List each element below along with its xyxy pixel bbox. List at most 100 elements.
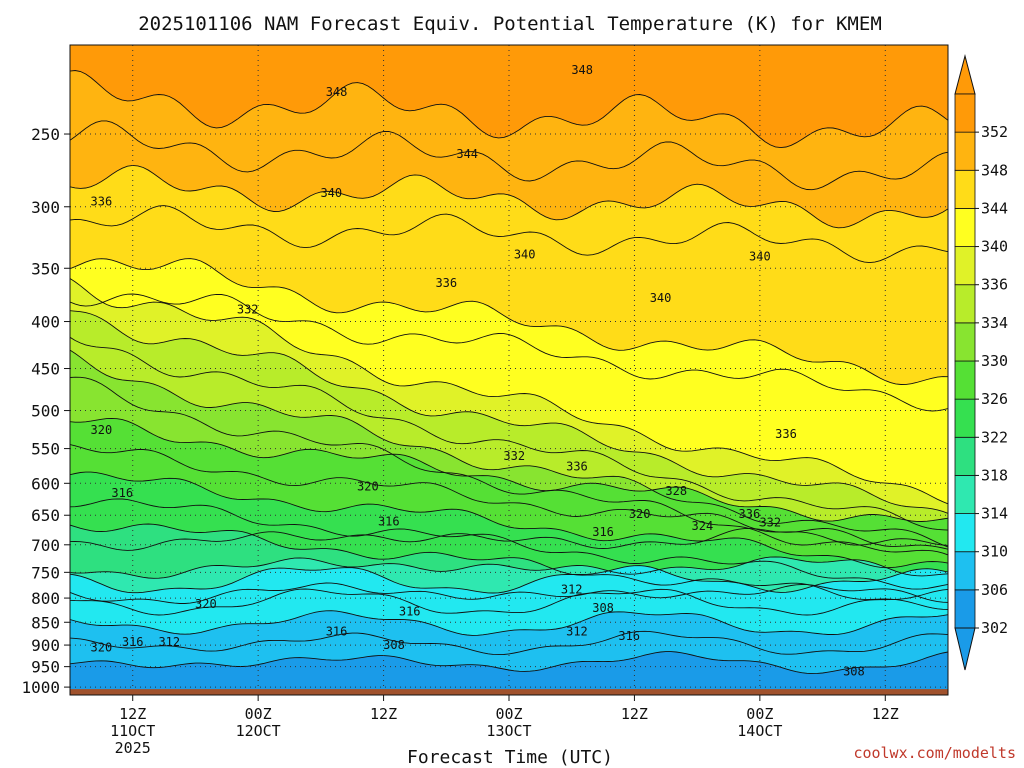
colorbar-swatch	[954, 246, 976, 286]
contour-label: 340	[650, 291, 672, 305]
grid-lines	[70, 45, 948, 695]
contour-line	[70, 258, 948, 385]
y-tick-label: 1000	[21, 678, 60, 697]
contour-line	[70, 556, 948, 579]
contour-label: 316	[592, 525, 614, 539]
contour-label: 340	[749, 250, 771, 264]
y-tick-label: 450	[31, 360, 60, 379]
colorbar-tick-label: 302	[981, 619, 1008, 637]
x-tick-label: 12Z	[119, 705, 146, 723]
colorbar-swatch	[954, 131, 976, 171]
contour-line	[70, 471, 948, 569]
colorbar-tick-label: 330	[981, 352, 1008, 370]
contour-line	[70, 527, 948, 551]
contour-label: 308	[843, 665, 865, 679]
y-tick-label: 250	[31, 125, 60, 144]
colorbar-swatch	[954, 208, 976, 247]
contour-label: 344	[456, 147, 478, 161]
contour-line	[70, 444, 948, 546]
contour-label: 324	[692, 519, 714, 533]
y-tick-label: 400	[31, 313, 60, 332]
colorbar-swatch	[954, 589, 976, 629]
contour-label: 340	[514, 247, 536, 261]
colorbar-swatch	[954, 360, 976, 400]
colorbar-tick-label: 322	[981, 428, 1008, 446]
colorbar-tick-label: 326	[981, 390, 1008, 408]
contour-line	[70, 293, 948, 412]
contour-label: 336	[435, 276, 457, 290]
contour-label: 312	[158, 635, 180, 649]
x-tick-label: 12Z	[621, 705, 648, 723]
contour-label: 332	[503, 449, 525, 463]
colorbar-tick-label: 318	[981, 466, 1008, 484]
x-tick-label: 00Z	[245, 705, 272, 723]
y-tick-label: 300	[31, 198, 60, 217]
x-tick-label: 12Z	[370, 705, 397, 723]
contour-line	[70, 523, 948, 610]
contour-label: 316	[111, 486, 133, 500]
contour-label: 312	[561, 583, 583, 597]
contour-label: 316	[326, 625, 348, 639]
contour-label: 332	[237, 302, 259, 316]
y-tick-label: 550	[31, 440, 60, 459]
colorbar-swatch	[954, 436, 976, 476]
colorbar-tick-label: 310	[981, 543, 1008, 561]
y-tick-label: 600	[31, 474, 60, 493]
contour-lines	[70, 70, 948, 675]
colorbar-tick-label: 334	[981, 314, 1008, 332]
y-tick-label: 950	[31, 658, 60, 677]
colorbar-tick-label: 306	[981, 581, 1008, 599]
x-tick-label: 13OCT	[486, 722, 531, 740]
contour-label: 316	[122, 635, 144, 649]
x-tick-label: 11OCT	[110, 722, 155, 740]
y-tick-label: 750	[31, 563, 60, 582]
colorbar: 302 306 310 314 318 322 326 330 334 336 340 344 348 3…	[954, 54, 1008, 671]
ground-terrain	[70, 689, 948, 695]
colorbar-tick-label: 352	[981, 123, 1008, 141]
fill-band	[70, 651, 948, 695]
contour-label: 320	[91, 423, 113, 437]
contour-line	[70, 164, 948, 229]
contour-label: 336	[91, 194, 113, 208]
x-tick-label: 12OCT	[236, 722, 281, 740]
y-tick-label: 850	[31, 613, 60, 632]
x-tick-label: 00Z	[746, 705, 773, 723]
colorbar-tick-label: 344	[981, 199, 1008, 217]
contour-label: 316	[378, 514, 400, 528]
contour-label: 320	[195, 597, 217, 611]
contour-label: 312	[566, 625, 588, 639]
contour-label: 320	[629, 507, 651, 521]
contour-label: 316	[618, 629, 640, 643]
contour-line	[70, 310, 948, 514]
y-tick-label: 500	[31, 402, 60, 421]
contour-label: 348	[571, 63, 593, 77]
contour-label: 316	[399, 604, 421, 618]
credit-link[interactable]: coolwx.com/modelts	[853, 744, 1016, 762]
y-tick-label: 900	[31, 636, 60, 655]
y-tick-label: 700	[31, 536, 60, 555]
y-tick-label: 650	[31, 506, 60, 525]
chart-title: 2025101106 NAM Forecast Equiv. Potential…	[138, 13, 882, 35]
y-axis-ticks: 250 300 350 400 450 500 550 600 650 700 750 800 850 9…	[21, 125, 70, 697]
contour-label: 308	[383, 638, 405, 652]
contour-line	[70, 336, 948, 531]
colorbar-extend-top	[954, 54, 976, 95]
x-tick-label: 12Z	[872, 705, 899, 723]
contour-line	[70, 120, 948, 191]
x-tick-label: 14OCT	[737, 722, 782, 740]
contour-label: 340	[320, 186, 342, 200]
y-tick-label: 350	[31, 259, 60, 278]
colorbar-swatch	[954, 475, 976, 514]
colorbar-tick-label: 340	[981, 238, 1008, 256]
colorbar-swatch	[954, 322, 976, 362]
contour-line	[70, 582, 948, 604]
contour-label: 336	[566, 459, 588, 473]
colorbar-extend-bottom	[954, 627, 976, 671]
plot-area	[70, 45, 948, 695]
x-axis-label: Forecast Time (UTC)	[407, 747, 613, 768]
contour-line	[70, 349, 948, 548]
colorbar-swatch	[954, 93, 976, 133]
